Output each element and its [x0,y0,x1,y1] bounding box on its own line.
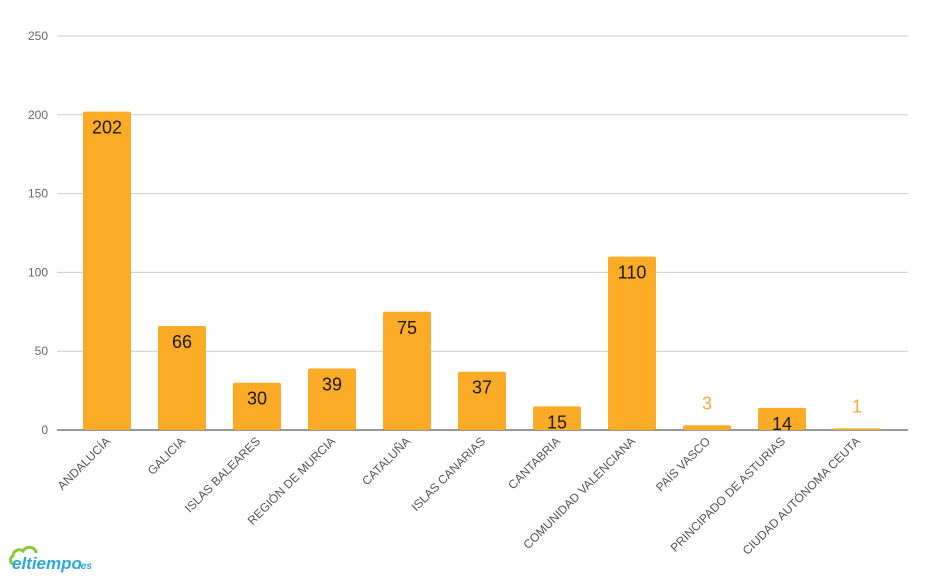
y-tick-label: 100 [28,265,48,279]
bar [233,382,281,430]
bar [158,325,206,430]
bar [683,425,731,430]
data-label: 30 [247,389,267,409]
bar [383,311,431,430]
data-label: 1 [852,396,862,416]
data-label: 14 [772,414,792,434]
cloud-icon [9,545,38,566]
eltiempo-logo: eltiempo .es [9,545,92,573]
y-tick-label: 250 [28,29,48,43]
data-label: 202 [92,118,122,138]
bar [533,406,581,430]
data-label: 37 [472,378,492,398]
bar [758,407,806,430]
category-label: ISLAS CANARIAS [408,434,488,514]
category-label: CATALUÑA [359,434,413,488]
bar [608,256,656,430]
y-tick-label: 0 [41,423,48,437]
category-label: ANDALUCÍA [54,434,113,493]
bar [833,428,881,430]
logo-text: eltiempo [12,554,82,573]
category-label: ISLAS BALEARES [182,434,263,515]
y-tick-label: 50 [35,344,49,358]
y-tick-label: 150 [28,187,48,201]
bar [308,368,356,430]
bar [458,371,506,430]
logo-suffix: .es [78,561,92,572]
data-label: 39 [322,375,342,395]
data-label: 15 [547,412,567,432]
data-label: 75 [397,318,417,338]
category-label: GALICIA [145,434,188,477]
category-label: CANTABRIA [505,434,563,492]
data-label: 110 [618,263,647,283]
category-label: PAÍS VASCO [652,434,713,495]
data-label: 3 [702,393,712,413]
bar [83,111,131,430]
category-label: CIUDAD AUTÓNOMA CEUTA [739,434,863,558]
data-label: 66 [172,332,192,352]
y-tick-label: 200 [28,108,48,122]
